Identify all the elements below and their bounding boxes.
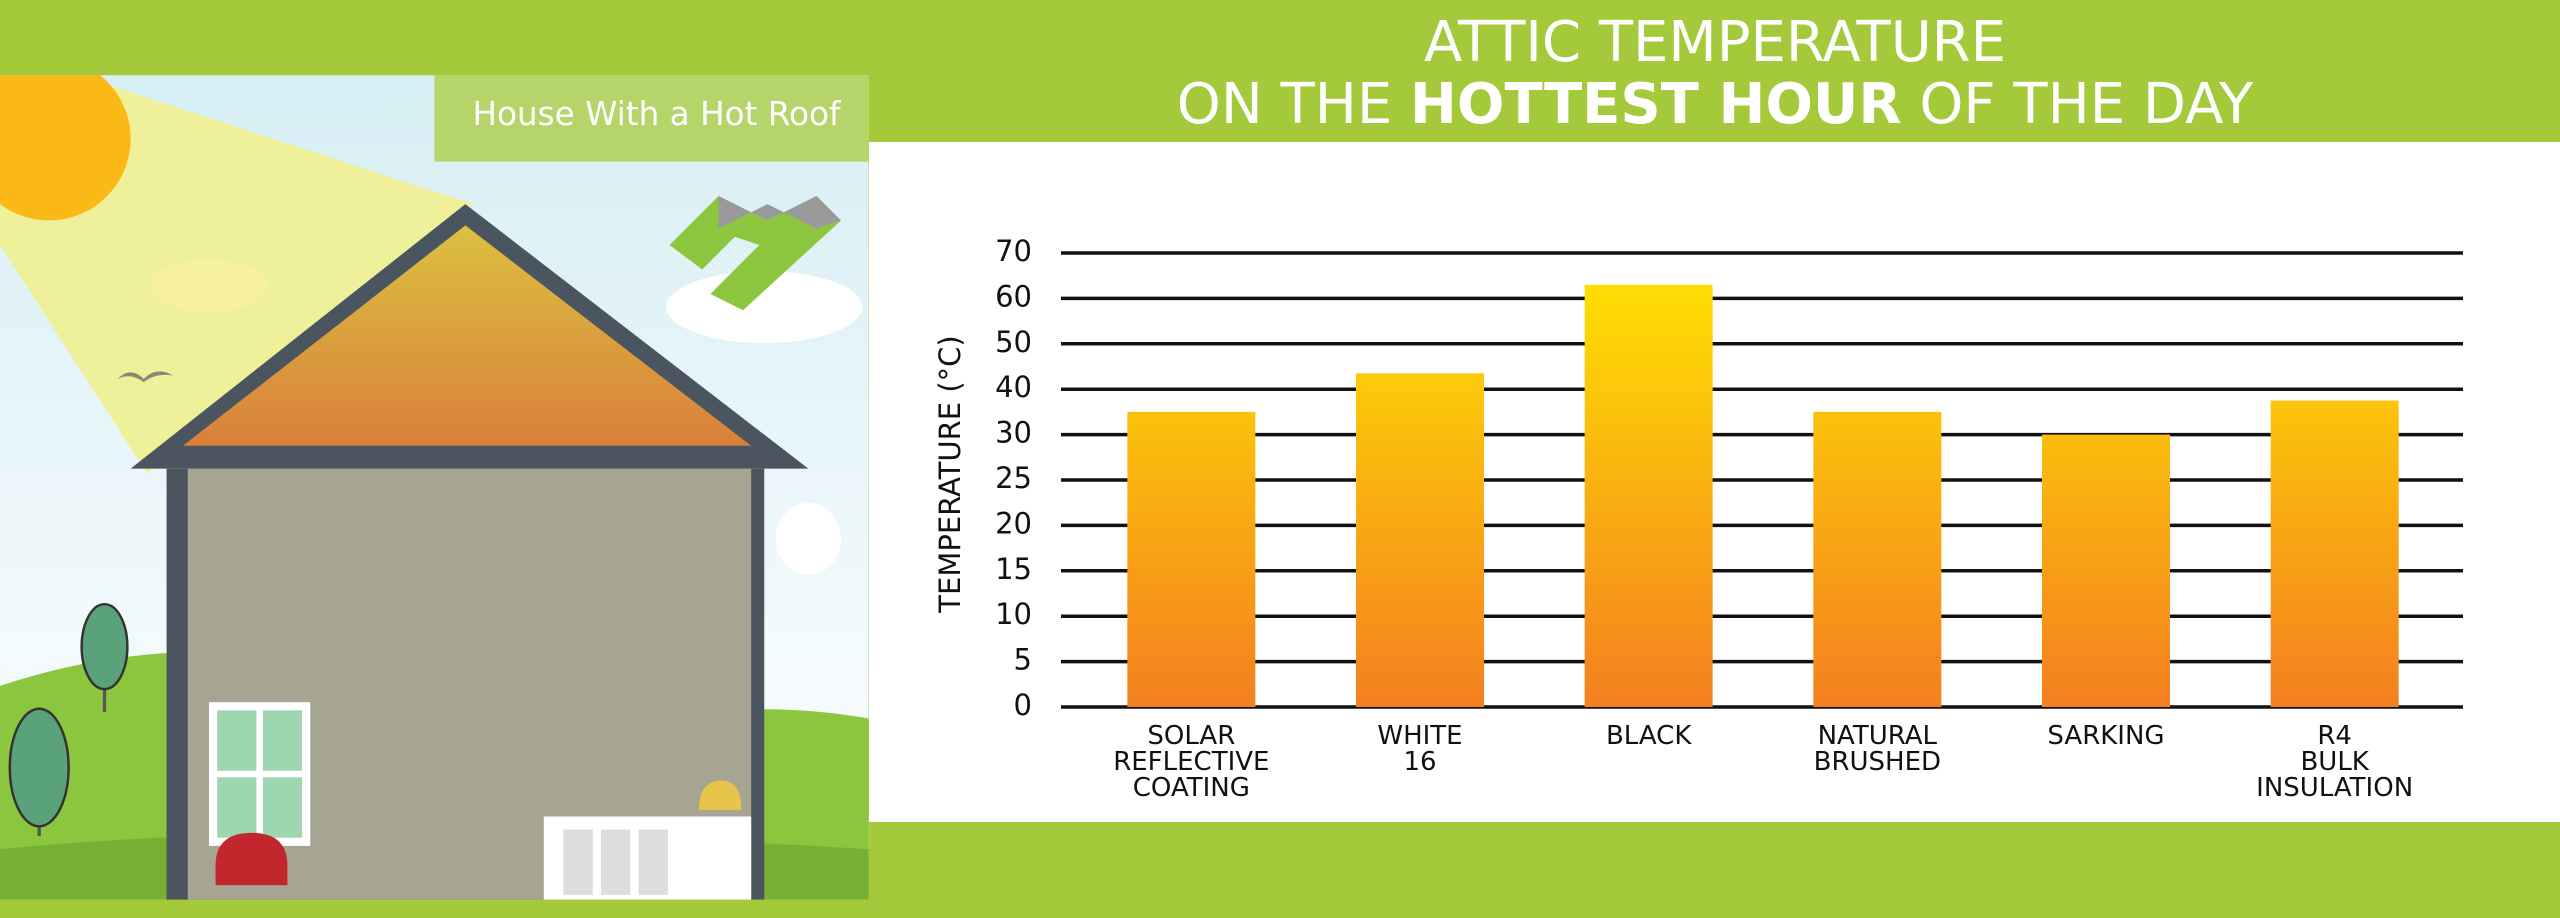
x-tick-label: WHITE 16 xyxy=(1377,721,1462,777)
y-tick-label: 10 xyxy=(995,597,1032,631)
y-tick-label: 5 xyxy=(1014,643,1032,677)
chart-title: ON THE HOTTEST HOUR OF THE DAY xyxy=(1177,72,2254,137)
y-tick-label: 20 xyxy=(995,506,1032,540)
x-tick-label: NATURAL BRUSHED xyxy=(1814,721,1941,777)
bar xyxy=(2042,434,2170,707)
y-tick-label: 0 xyxy=(1014,688,1032,722)
x-tick-label: BLACK xyxy=(1606,721,1692,751)
title-part: OF THE DAY xyxy=(1919,72,2254,137)
y-tick-label: 70 xyxy=(995,234,1032,268)
title-part: ON THE xyxy=(1177,72,1392,137)
x-tick-label: SARKING xyxy=(2047,721,2164,751)
bar xyxy=(1356,373,1484,707)
y-tick-label: 50 xyxy=(995,325,1032,359)
bar xyxy=(1127,411,1256,707)
chart-title: ATTIC TEMPERATURE xyxy=(1424,10,2006,75)
y-axis-label: TEMPERATURE (°C) xyxy=(933,335,967,613)
bar xyxy=(2270,400,2399,707)
y-tick-label: 25 xyxy=(995,461,1032,495)
panel-label: House With a Hot Roof xyxy=(472,95,842,133)
house-illustration: House With a Hot Roof xyxy=(0,75,869,900)
title-bold: HOTTEST HOUR xyxy=(1410,72,1902,137)
x-tick-label: R4 BULK INSULATION xyxy=(2256,721,2413,803)
y-tick-label: 60 xyxy=(995,279,1032,313)
x-tick-label: SOLAR REFLECTIVE COATING xyxy=(1113,721,1269,803)
y-tick-label: 30 xyxy=(995,416,1032,450)
y-tick-label: 40 xyxy=(995,370,1032,404)
bar xyxy=(1584,284,1713,707)
bar xyxy=(1813,411,1942,707)
y-tick-label: 15 xyxy=(995,552,1032,586)
